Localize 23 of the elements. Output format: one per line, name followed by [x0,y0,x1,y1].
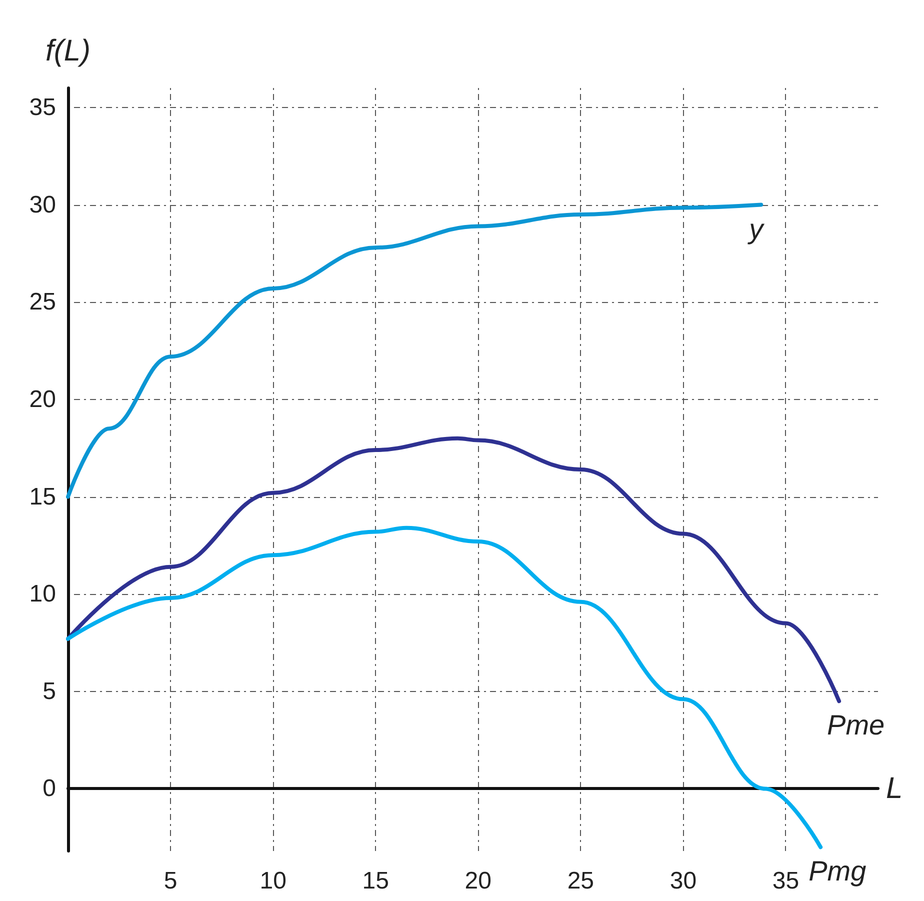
line-series [66,526,823,850]
y-tick-label: 5 [42,678,56,705]
y-tick-label: 30 [29,191,56,218]
x-tick-label: 25 [567,868,594,894]
y-tick-label: 35 [29,94,56,121]
x-tick-label: 30 [670,868,697,894]
line-series [66,202,764,499]
series-label: Pme [827,710,885,741]
line-series [66,436,842,704]
y-tick-label: 15 [29,483,56,510]
y-tick-label: 25 [29,288,56,316]
x-tick-label: 10 [260,868,286,894]
x-tick-label: 5 [164,868,178,894]
y-tick-label: 0 [42,775,56,802]
x-tick-label: 35 [772,868,800,894]
series-label: Pmg [808,856,867,887]
x-axis-title: L [886,772,903,806]
x-tick-label: 15 [362,868,389,894]
y-axis-title: f(L) [46,34,90,68]
y-tick-label: 10 [29,580,56,608]
y-tick-label: 20 [29,386,56,413]
series-label: y [747,213,766,244]
x-tick-label: 20 [464,868,492,894]
